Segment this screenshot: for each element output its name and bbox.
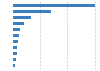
Bar: [13, 58, 16, 61]
Bar: [13, 4, 95, 7]
Bar: [13, 28, 20, 31]
Bar: [13, 22, 24, 25]
Bar: [13, 10, 51, 13]
Bar: [13, 64, 15, 67]
Bar: [13, 34, 19, 37]
Bar: [13, 16, 31, 19]
Bar: [13, 52, 17, 55]
Bar: [13, 40, 18, 43]
Bar: [13, 46, 17, 49]
